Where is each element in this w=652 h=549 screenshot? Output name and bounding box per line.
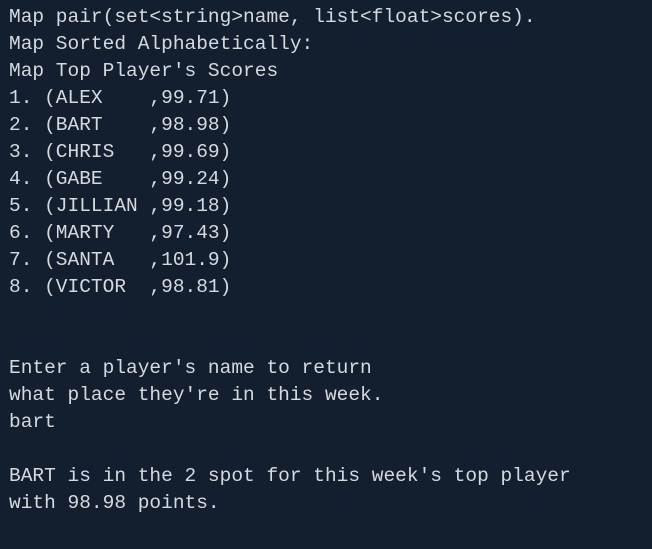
score-entry: 8. (VICTOR ,98.81) (9, 276, 232, 298)
score-entry: 5. (JILLIAN ,99.18) (9, 195, 232, 217)
header-line: Map pair(set<string>name, list<float>sco… (9, 6, 536, 28)
result-line: with 98.98 points. (9, 492, 220, 514)
blank-line (9, 301, 652, 328)
header: Map pair(set<string>name, list<float>sco… (9, 4, 652, 85)
blank-line (9, 436, 652, 463)
prompt-line: Enter a player's name to return (9, 357, 372, 379)
result-line: BART is in the 2 spot for this week's to… (9, 465, 571, 487)
user-input: bart (9, 411, 56, 433)
score-entry: 6. (MARTY ,97.43) (9, 222, 232, 244)
prompt: Enter a player's name to return what plac… (9, 355, 652, 409)
result: BART is in the 2 spot for this week's to… (9, 463, 652, 517)
prompt-line: what place they're in this week. (9, 384, 384, 406)
score-entry: 1. (ALEX ,99.71) (9, 87, 232, 109)
score-entry: 2. (BART ,98.98) (9, 114, 232, 136)
header-line: Map Sorted Alphabetically: (9, 33, 314, 55)
score-entry: 7. (SANTA ,101.9) (9, 249, 232, 271)
score-entry: 3. (CHRIS ,99.69) (9, 141, 232, 163)
header-line: Map Top Player's Scores (9, 60, 279, 82)
blank-line (9, 328, 652, 355)
score-entry: 4. (GABE ,99.24) (9, 168, 232, 190)
score-list: 1. (ALEX ,99.71) 2. (BART ,98.98) 3. (CHRI… (9, 85, 652, 301)
